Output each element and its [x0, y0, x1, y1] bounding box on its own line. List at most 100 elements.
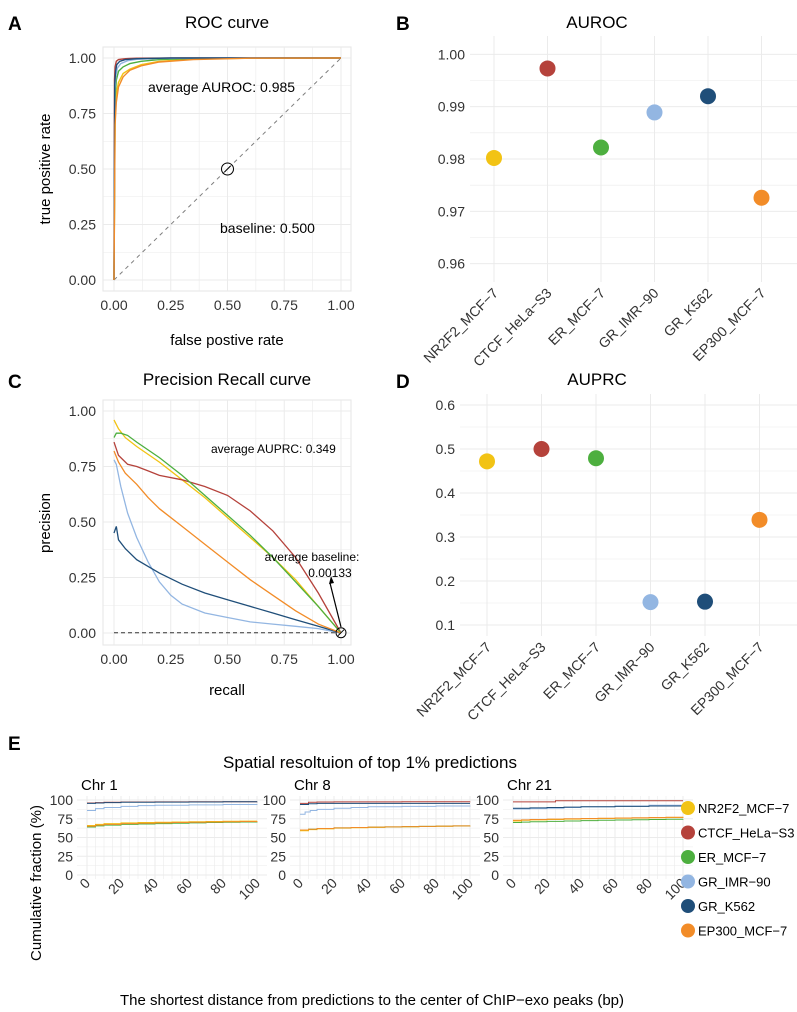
panel-d-x-tick-label: GR_K562	[657, 639, 712, 694]
panel-a-x-tick-label: 1.00	[327, 297, 354, 313]
legend-label-gr_k562: GR_K562	[698, 899, 755, 914]
panel-a-curve-ep300_mcf-7	[113, 57, 342, 281]
panel-e-legend: NR2F2_MCF−7 CTCF_HeLa−S3 ER_MCF−7 GR_IMR−90…	[681, 801, 794, 939]
panel-b-x-ticks: NR2F2_MCF−7CTCF_HeLa−S3ER_MCF−7GR_IMR−90…	[420, 285, 769, 370]
panel-d-title: AUPRC	[567, 370, 627, 389]
panel-c-curve-er_mcf-7	[113, 432, 342, 634]
panel-d-x-ticks: NR2F2_MCF−7CTCF_HeLa−S3ER_MCF−7GR_IMR−90…	[413, 639, 767, 724]
panel-d-y-ticks: 0.1 0.2 0.3 0.4 0.5 0.6	[436, 397, 456, 633]
panel-a-y-ticks: 0.00 0.25 0.50 0.75 1.00	[69, 50, 96, 288]
panel-d-point-er_mcf-7	[588, 450, 604, 467]
panel-a-y-tick-label: 0.00	[69, 272, 96, 288]
panel-c-curve-ep300_mcf-7	[113, 450, 342, 634]
panel-e-y-tick-label: 75	[270, 811, 286, 827]
panel-c-x-tick-label: 0.50	[214, 651, 241, 667]
legend-label-er_mcf-7: ER_MCF−7	[698, 850, 766, 865]
panel-a-annotation-baseline: baseline: 0.500	[220, 220, 315, 236]
panel-d-y-tick-label: 0.3	[436, 529, 456, 545]
panel-b-y-tick-label: 0.97	[438, 203, 465, 219]
panel-c-y-tick-label: 0.50	[69, 514, 96, 530]
panel-d-point-gr_imr-90	[642, 594, 659, 611]
panel-e-y-tick-label: 100	[263, 792, 287, 808]
legend-label-gr_imr-90: GR_IMR−90	[698, 875, 771, 890]
panel-letter-d: D	[396, 372, 410, 393]
panel-b-y-tick-label: 0.99	[438, 99, 465, 115]
panel-d-y-tick-label: 0.4	[436, 485, 456, 501]
panel-c-x-tick-label: 1.00	[327, 651, 354, 667]
panel-e-y-tick-label: 0	[278, 867, 286, 883]
panel-a-xlabel: false postive rate	[170, 332, 283, 349]
panel-e-curve-ctcf_hela-s3	[513, 800, 683, 803]
panel-a-baseline-marker-cross	[224, 165, 231, 173]
panel-b-auroc: AUROC 0.96 0.97 0.98 0.99 1.00 NR2F2_MCF−7CT…	[420, 13, 797, 370]
panel-d-point-nr2f2_mcf-7	[479, 453, 495, 470]
panel-a-title: ROC curve	[185, 13, 269, 32]
legend-swatch-er_mcf-7	[681, 850, 695, 864]
panel-e-y-tick-label: 50	[57, 830, 73, 846]
legend-swatch-gr_k562	[681, 899, 695, 913]
panel-c-baseline-arrow	[329, 582, 342, 628]
panel-e-y-tick-label: 50	[270, 830, 286, 846]
panel-c-x-tick-label: 0.75	[271, 651, 298, 667]
panel-a-x-tick-label: 0.75	[271, 297, 298, 313]
panel-a-y-tick-label: 0.25	[69, 217, 96, 233]
panel-d-y-tick-label: 0.2	[436, 573, 456, 589]
panel-d-y-tick-label: 0.1	[436, 617, 456, 633]
panel-c-curve-nr2f2_mcf-7	[113, 419, 342, 634]
panel-b-point-er_mcf-7	[593, 139, 609, 156]
panel-c-x-tick-label: 0.25	[157, 651, 184, 667]
panel-e-curve-er_mcf-7	[513, 818, 684, 823]
panel-a-curves	[113, 57, 342, 281]
legend-label-ep300_mcf-7: EP300_MCF−7	[698, 924, 787, 939]
panel-e-curve-gr_k562	[87, 801, 258, 804]
panel-letter-c: C	[8, 372, 22, 393]
panel-e-curve-gr_k562	[300, 802, 470, 805]
panel-b-x-tick-label: GR_K562	[660, 285, 715, 340]
panel-d-auprc: AUPRC 0.1 0.2 0.3 0.4 0.5 0.6 NR2F2_MCF−7CTCF…	[413, 370, 797, 724]
legend-swatch-gr_imr-90	[681, 874, 695, 889]
panel-letter-e: E	[8, 734, 21, 755]
panel-c-y-ticks: 0.00 0.25 0.50 0.75 1.00	[69, 403, 96, 641]
panel-e-curve-ep300_mcf-7	[513, 816, 684, 821]
panel-c-xlabel: recall	[209, 682, 245, 699]
panel-d-point-gr_k562	[697, 593, 713, 610]
panel-c-annotation-baseline-label: average baseline:	[265, 550, 360, 564]
panel-c-curve-gr_imr-90	[113, 459, 342, 634]
panel-c-baseline-marker	[335, 627, 347, 639]
panel-c-curve-gr_k562	[113, 526, 342, 634]
panel-c-baseline-arrowhead	[329, 576, 334, 584]
panel-e-facet-label: Chr 1	[81, 777, 118, 794]
panel-b-points	[486, 60, 770, 206]
panel-a-curve-gr_k562	[113, 57, 341, 281]
panel-b-point-nr2f2_mcf-7	[486, 149, 502, 166]
panel-b-point-gr_k562	[700, 88, 716, 105]
panel-c-ylabel: precision	[37, 493, 54, 553]
panel-d-points	[479, 441, 768, 611]
panel-c-annotation-auprc: average AUPRC: 0.349	[211, 442, 336, 456]
panel-e-y-tick-label: 25	[483, 848, 499, 864]
panel-e-curve-ctcf_hela-s3	[300, 801, 471, 804]
panel-c-y-tick-label: 1.00	[69, 403, 96, 419]
panel-a-baseline-marker	[221, 162, 234, 176]
legend-label-ctcf_hela-s3: CTCF_HeLa−S3	[698, 826, 794, 841]
panel-e-curve-ep300_mcf-7	[87, 821, 258, 827]
panel-e-y-tick-label: 25	[270, 848, 286, 864]
panel-a-roc: ROC curve 0.000.250.500.751.00 0.00 0.25 0…	[37, 13, 355, 349]
panel-c-y-tick-label: 0.75	[69, 459, 96, 475]
panel-c-curve-ctcf_hela-s3	[113, 441, 342, 634]
panel-e-y-tick-label: 25	[57, 848, 73, 864]
panel-c-y-tick-label: 0.25	[69, 570, 96, 586]
panel-e-curve-ep300_mcf-7	[300, 825, 471, 831]
legend-swatch-ep300_mcf-7	[681, 923, 695, 938]
panel-b-point-ep300_mcf-7	[753, 189, 770, 206]
panel-e-y-tick-label: 0	[491, 867, 499, 883]
panel-e-y-tick-label: 0	[65, 867, 73, 883]
panel-c-baseline-marker-cross	[337, 629, 345, 637]
panel-a-y-tick-label: 0.75	[69, 106, 96, 122]
panel-d-grid	[460, 394, 797, 636]
legend-swatch-ctcf_hela-s3	[681, 825, 695, 840]
panel-e-xlabel: The shortest distance from predictions t…	[120, 992, 624, 1009]
panel-c-title: Precision Recall curve	[143, 370, 311, 389]
panel-b-grid	[470, 36, 797, 282]
